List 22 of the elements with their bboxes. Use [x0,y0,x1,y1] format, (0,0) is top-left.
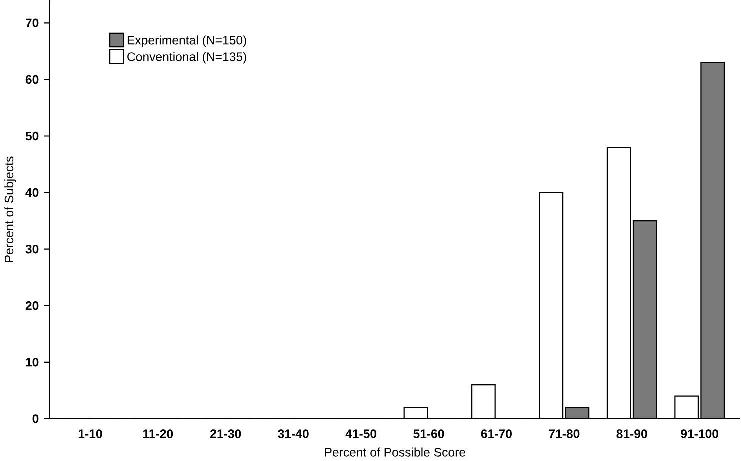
y-tick-label: 30 [26,244,39,254]
x-tick-label: 51-60 [414,429,444,438]
y-tick-label: 70 [26,18,39,28]
x-tick-label: 81-90 [616,429,648,438]
x-tick-label: 41-50 [346,429,377,438]
y-tick-label: 50 [26,132,39,140]
x-tick-label: 71-80 [549,429,580,438]
x-tick-label: 21-30 [210,429,242,438]
y-tick-label: 40 [26,188,39,197]
legend-label: Experimental (N=150) [128,36,246,47]
legend-label: Conventional (N=135) [128,52,246,64]
x-tick-label: 11-20 [144,429,174,438]
y-axis-title: Percent of Subjects [4,156,16,262]
y-tick-label: 10 [26,358,39,367]
x-tick-label: 61-70 [481,429,512,438]
y-tick-label: 20 [26,301,39,310]
x-tick-label: 1-10 [78,429,102,438]
x-tick-label: 31-40 [278,429,309,438]
y-tick-label: 60 [26,75,39,84]
x-tick-label: 91-100 [681,429,719,438]
y-tick-label: 0 [32,414,39,424]
x-axis-title: Percent of Possible Score [325,448,466,457]
